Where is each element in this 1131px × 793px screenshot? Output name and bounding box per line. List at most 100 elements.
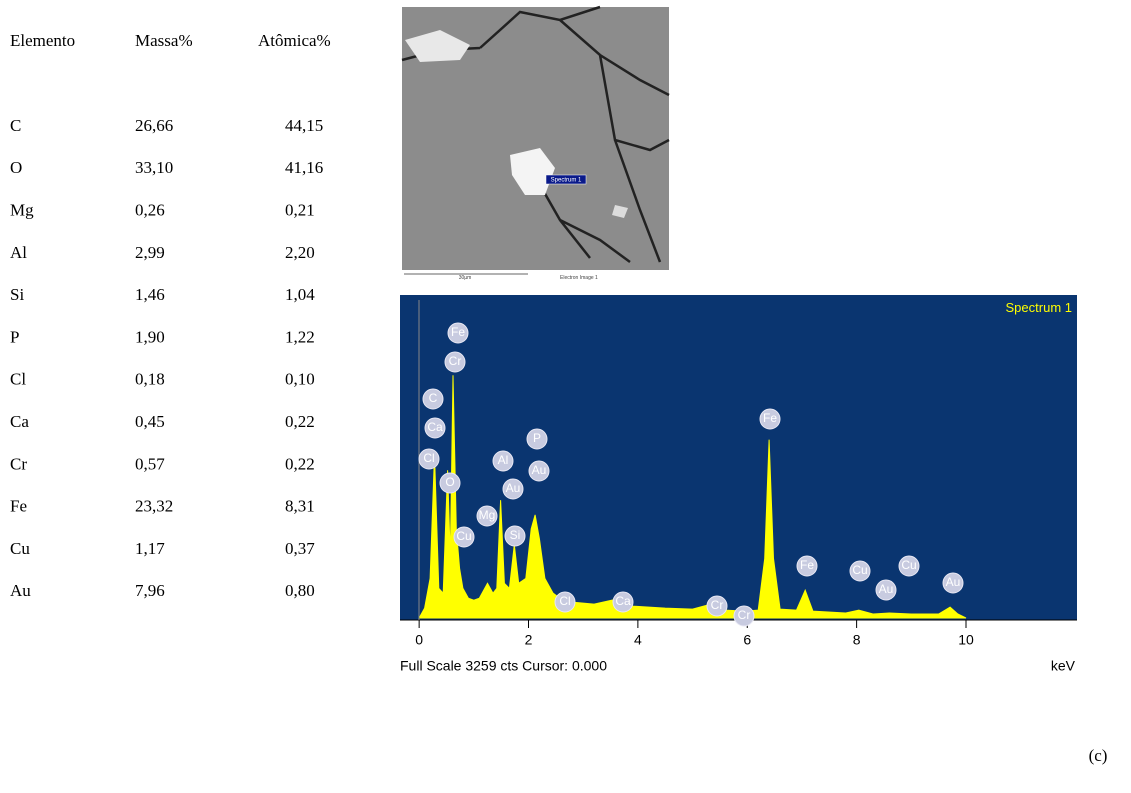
peak-label-text: C bbox=[429, 391, 438, 405]
cell-value: 0,18 bbox=[135, 370, 165, 389]
cell-value: 0,80 bbox=[285, 581, 315, 600]
element-name: C bbox=[10, 116, 21, 135]
x-unit: keV bbox=[1051, 658, 1076, 674]
peak-badge bbox=[422, 388, 444, 410]
peak-label-text: Au bbox=[532, 463, 547, 477]
peak-badge bbox=[453, 526, 475, 548]
peak-label: Ca bbox=[612, 591, 634, 613]
cell-value: 1,17 bbox=[135, 539, 165, 558]
cell-value: 44,15 bbox=[285, 116, 323, 135]
peak-badge bbox=[796, 555, 818, 577]
element-name: Mg bbox=[10, 201, 34, 220]
cell-value: 0,22 bbox=[285, 454, 315, 473]
cell-value: 33,10 bbox=[135, 158, 173, 177]
peak-label-text: Cl bbox=[559, 594, 570, 608]
peak-badge bbox=[528, 460, 550, 482]
peak-label-text: Cr bbox=[449, 354, 462, 368]
x-tick-label: 0 bbox=[415, 632, 423, 648]
peak-badge bbox=[849, 560, 871, 582]
peak-badge bbox=[502, 478, 524, 500]
element-name: Au bbox=[10, 581, 31, 600]
peak-label: Ca bbox=[424, 417, 446, 439]
x-tick-label: 4 bbox=[634, 632, 642, 648]
marker-label: Spectrum 1 bbox=[551, 178, 582, 184]
peak-label-text: Si bbox=[510, 528, 521, 542]
element-name: Cl bbox=[10, 370, 26, 389]
element-name: Al bbox=[10, 243, 27, 262]
peak-badge bbox=[612, 591, 634, 613]
peak-label: C bbox=[422, 388, 444, 410]
info-bar bbox=[402, 270, 669, 283]
peak-label-text: Cr bbox=[711, 598, 724, 612]
peak-label-text: Cr bbox=[738, 608, 751, 622]
particle bbox=[510, 148, 555, 195]
peak-badge bbox=[447, 322, 469, 344]
peak-label-text: Fe bbox=[763, 411, 777, 425]
peak-badge bbox=[898, 555, 920, 577]
cell-value: 26,66 bbox=[135, 116, 173, 135]
peak-badge bbox=[942, 572, 964, 594]
panel-label: (c) bbox=[1089, 746, 1108, 765]
peak-label: Si bbox=[504, 525, 526, 547]
cell-value: 1,46 bbox=[135, 285, 165, 304]
cell-value: 0,45 bbox=[135, 412, 165, 431]
cell-value: 1,04 bbox=[285, 285, 315, 304]
peak-badge bbox=[418, 448, 440, 470]
peak-label: Al bbox=[492, 450, 514, 472]
cell-value: 7,96 bbox=[135, 581, 165, 600]
spectrum-footer: Full Scale 3259 cts Cursor: 0.000 bbox=[400, 658, 607, 674]
element-name: P bbox=[10, 327, 19, 346]
cell-value: 0,37 bbox=[285, 539, 315, 558]
x-tick-label: 10 bbox=[958, 632, 974, 648]
peak-badge bbox=[439, 472, 461, 494]
element-name: Cu bbox=[10, 539, 30, 558]
element-name: Ca bbox=[10, 412, 29, 431]
cell-value: 2,99 bbox=[135, 243, 165, 262]
peak-label-text: Au bbox=[879, 582, 894, 596]
peak-label-text: Al bbox=[498, 453, 509, 467]
peak-label: Cl bbox=[418, 448, 440, 470]
peak-label-text: Cu bbox=[456, 529, 471, 543]
cell-value: 8,31 bbox=[285, 497, 315, 516]
cell-value: 41,16 bbox=[285, 158, 323, 177]
peak-label: Au bbox=[942, 572, 964, 594]
peak-label: Cl bbox=[554, 591, 576, 613]
column-header: Atômica% bbox=[258, 31, 331, 50]
peak-badge bbox=[504, 525, 526, 547]
peak-label-text: Cu bbox=[852, 563, 867, 577]
column-header: Massa% bbox=[135, 31, 193, 50]
peak-label-text: O bbox=[445, 475, 454, 489]
peak-badge bbox=[444, 351, 466, 373]
peak-badge bbox=[554, 591, 576, 613]
peak-badge bbox=[492, 450, 514, 472]
x-tick-label: 6 bbox=[743, 632, 751, 648]
scale-label: 30µm bbox=[459, 275, 472, 281]
crack bbox=[401, 5, 670, 264]
peak-badge bbox=[706, 595, 728, 617]
peak-label: Fe bbox=[796, 555, 818, 577]
peak-label: Cr bbox=[733, 605, 755, 627]
peak-label: O bbox=[439, 472, 461, 494]
peak-label: Fe bbox=[759, 408, 781, 430]
particle bbox=[612, 205, 628, 218]
peak-label: Au bbox=[875, 579, 897, 601]
cell-value: 23,32 bbox=[135, 497, 173, 516]
peak-label: Cr bbox=[706, 595, 728, 617]
peak-badge bbox=[875, 579, 897, 601]
peak-badge bbox=[476, 505, 498, 527]
image-caption: Electron Image 1 bbox=[560, 275, 598, 281]
cell-value: 0,22 bbox=[285, 412, 315, 431]
peak-badge bbox=[733, 605, 755, 627]
peak-badge bbox=[759, 408, 781, 430]
peak-label-text: Ca bbox=[615, 594, 631, 608]
peak-label-text: Fe bbox=[800, 558, 814, 572]
peak-label: Fe bbox=[447, 322, 469, 344]
peak-label-text: Mg bbox=[479, 508, 496, 522]
peak-label-text: Au bbox=[946, 575, 961, 589]
composition-table: Elemento Massa% Atômica% C 26,66 44,15 O 33,10 4… bbox=[10, 31, 331, 600]
peak-label: Cr bbox=[444, 351, 466, 373]
peak-label-text: Fe bbox=[451, 325, 465, 339]
peak-label: P bbox=[526, 428, 548, 450]
spectrum-marker bbox=[545, 174, 587, 185]
